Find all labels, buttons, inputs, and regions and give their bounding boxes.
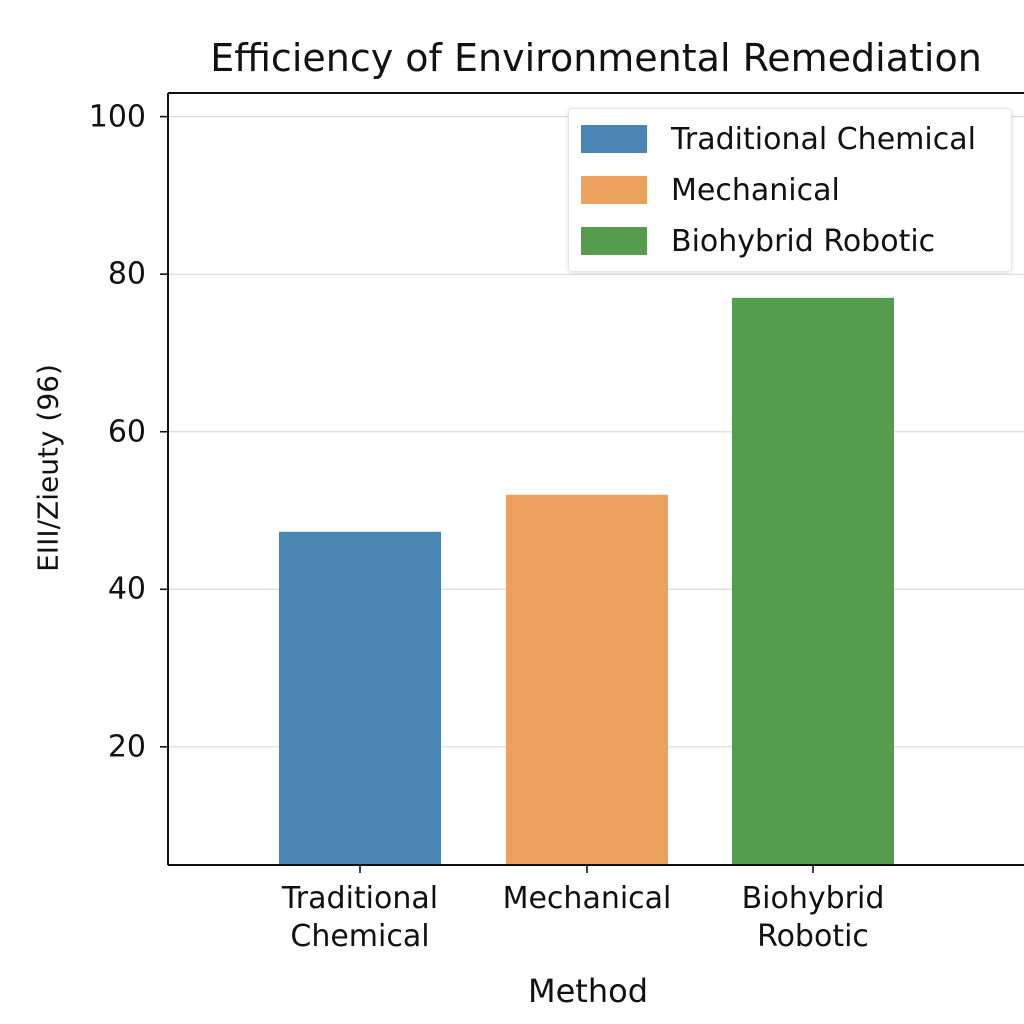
y-tick-label-40: 40	[107, 571, 146, 607]
legend-swatch-traditional-chemical	[581, 125, 647, 153]
legend: Traditional Chemical Mechanical Biohybri…	[568, 108, 1012, 272]
x-tick-label-traditional-chemical: Traditional Chemical	[281, 881, 439, 954]
legend-item-traditional-chemical: Traditional Chemical	[581, 119, 976, 159]
bar-biohybrid-robotic	[732, 297, 894, 866]
y-axis-label: EIII/Zieuty (96)	[31, 364, 65, 572]
y-tick-label-80: 80	[107, 256, 146, 292]
bar-traditional-chemical	[279, 531, 441, 865]
legend-label-mechanical: Mechanical	[671, 172, 840, 208]
y-tick-label-100: 100	[88, 99, 146, 135]
legend-swatch-mechanical	[581, 176, 647, 204]
y-tick-label-20: 20	[107, 729, 146, 765]
bar-group	[279, 297, 894, 866]
legend-label-traditional-chemical: Traditional Chemical	[671, 121, 976, 157]
axes	[160, 92, 1024, 873]
legend-label-biohybrid-robotic: Biohybrid Robotic	[671, 223, 936, 259]
bar-mechanical	[506, 494, 668, 865]
legend-item-mechanical: Mechanical	[581, 170, 840, 210]
x-tick-label-mechanical: Mechanical	[502, 881, 672, 916]
legend-swatch-biohybrid-robotic	[581, 227, 647, 255]
x-axis-label: Method	[527, 972, 648, 1010]
y-tick-label-60: 60	[107, 414, 146, 450]
x-tick-label-biohybrid-robotic: Biohybrid Robotic	[741, 881, 885, 954]
chart-title: Efficiency of Environmental Remediation	[210, 36, 982, 80]
legend-item-biohybrid-robotic: Biohybrid Robotic	[581, 221, 935, 261]
